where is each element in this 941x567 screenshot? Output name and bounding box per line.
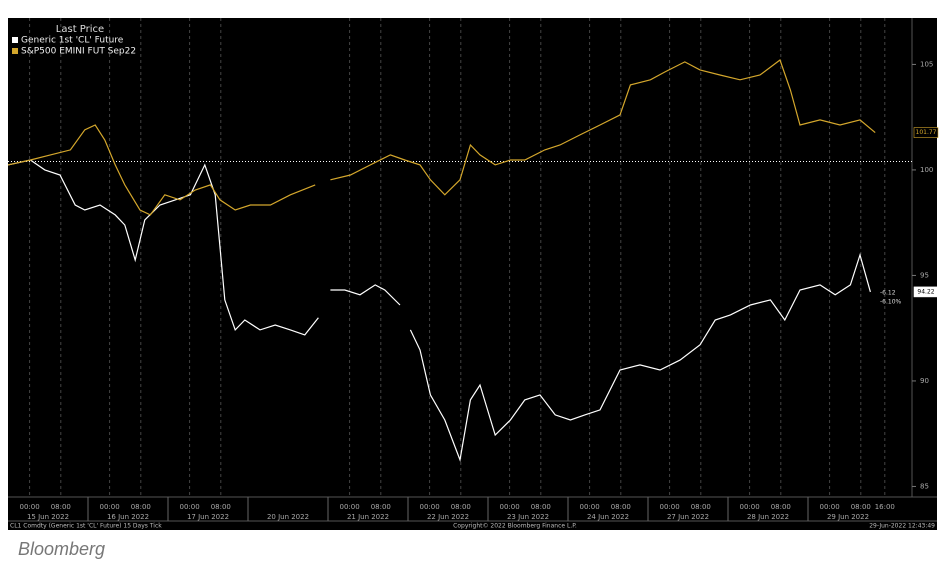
day-label: 22 Jun 2022 [427,513,469,521]
change-label: -6.10% [880,298,902,305]
last-price-label: 94.22 [917,288,934,295]
x-tick-label: 08:00 [371,503,391,511]
legend-swatch [12,37,18,43]
x-tick-label: 16:00 [875,503,895,511]
y-tick-label: 85 [920,482,929,490]
day-label: 24 Jun 2022 [587,513,629,521]
legend-label: S&P500 EMINI FUT Sep22 [21,47,136,57]
x-tick-label: 00:00 [820,503,840,511]
last-price-label: 101.77 [916,129,937,136]
footer-center: Copyright© 2022 Bloomberg Finance L.P. [453,523,577,530]
y-tick-label: 105 [920,60,933,68]
legend-label: Generic 1st 'CL' Future [21,36,124,46]
day-label: 27 Jun 2022 [667,513,709,521]
day-label: 21 Jun 2022 [347,513,389,521]
x-tick-label: 00:00 [740,503,760,511]
day-label: 29 Jun 2022 [827,513,869,521]
y-tick-label: 95 [920,271,929,279]
y-tick-label: 90 [920,377,929,385]
x-tick-label: 00:00 [180,503,200,511]
y-tick-label: 100 [920,166,933,174]
x-tick-label: 00:00 [340,503,360,511]
footer-right: 29-Jun-2022 12:43:49 [869,523,935,530]
legend-swatch [12,48,18,54]
x-tick-label: 08:00 [771,503,791,511]
x-tick-label: 08:00 [531,503,551,511]
x-tick-label: 08:00 [451,503,471,511]
x-tick-label: 08:00 [851,503,871,511]
x-tick-label: 08:00 [611,503,631,511]
x-tick-label: 08:00 [131,503,151,511]
day-label: 15 Jun 2022 [27,513,69,521]
day-label: 17 Jun 2022 [187,513,229,521]
x-tick-label: 08:00 [51,503,71,511]
series-line [7,159,871,463]
day-label: 20 Jun 2022 [267,513,309,521]
x-tick-label: 00:00 [100,503,120,511]
source: Bloomberg [18,539,105,559]
x-tick-label: 00:00 [420,503,440,511]
day-label: 23 Jun 2022 [507,513,549,521]
day-label: 16 Jun 2022 [107,513,149,521]
day-label: 28 Jun 2022 [747,513,789,521]
x-tick-label: 00:00 [20,503,40,511]
x-tick-label: 00:00 [660,503,680,511]
x-tick-label: 08:00 [211,503,231,511]
chart-background [8,18,937,530]
change-label: -6.12 [880,289,896,296]
last-price-box [913,286,939,298]
x-tick-label: 08:00 [691,503,711,511]
footer-left: CL1 Comdty (Generic 1st 'CL' Future) 15 … [10,523,162,530]
series-line [7,59,876,216]
x-tick-label: 00:00 [580,503,600,511]
last-price-box [913,127,939,138]
x-tick-label: 00:00 [500,503,520,511]
legend-title: Last Price [56,24,104,35]
